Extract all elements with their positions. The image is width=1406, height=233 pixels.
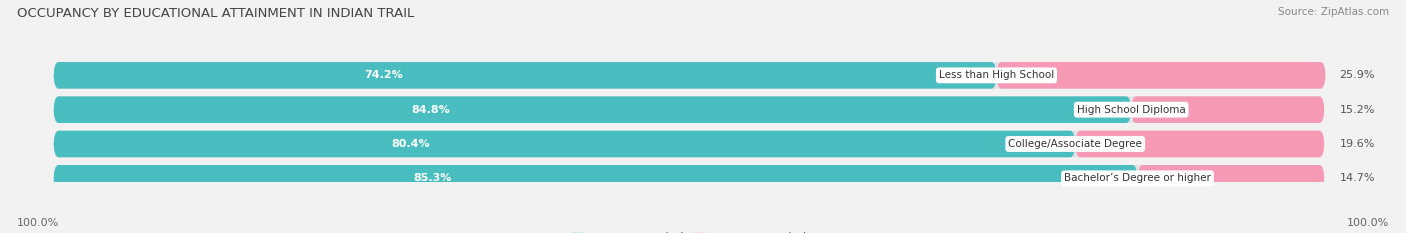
Text: Bachelor’s Degree or higher: Bachelor’s Degree or higher bbox=[1064, 173, 1211, 183]
FancyBboxPatch shape bbox=[1132, 96, 1324, 123]
Text: 14.7%: 14.7% bbox=[1340, 173, 1375, 183]
Text: Source: ZipAtlas.com: Source: ZipAtlas.com bbox=[1278, 7, 1389, 17]
FancyBboxPatch shape bbox=[53, 165, 1137, 192]
Text: High School Diploma: High School Diploma bbox=[1077, 105, 1185, 115]
FancyBboxPatch shape bbox=[53, 131, 1076, 157]
Text: 19.6%: 19.6% bbox=[1340, 139, 1375, 149]
FancyBboxPatch shape bbox=[53, 62, 1324, 89]
Text: College/Associate Degree: College/Associate Degree bbox=[1008, 139, 1142, 149]
Text: 100.0%: 100.0% bbox=[1347, 218, 1389, 228]
FancyBboxPatch shape bbox=[53, 96, 1324, 123]
FancyBboxPatch shape bbox=[1076, 131, 1324, 157]
Text: 74.2%: 74.2% bbox=[364, 70, 404, 80]
Text: 80.4%: 80.4% bbox=[392, 139, 430, 149]
FancyBboxPatch shape bbox=[997, 62, 1326, 89]
Text: 85.3%: 85.3% bbox=[413, 173, 453, 183]
Text: 15.2%: 15.2% bbox=[1340, 105, 1375, 115]
Legend: Owner-occupied, Renter-occupied: Owner-occupied, Renter-occupied bbox=[565, 228, 813, 233]
Text: 100.0%: 100.0% bbox=[17, 218, 59, 228]
Text: 25.9%: 25.9% bbox=[1340, 70, 1375, 80]
Text: Less than High School: Less than High School bbox=[939, 70, 1054, 80]
FancyBboxPatch shape bbox=[53, 62, 997, 89]
FancyBboxPatch shape bbox=[53, 96, 1132, 123]
Text: 84.8%: 84.8% bbox=[412, 105, 450, 115]
Text: OCCUPANCY BY EDUCATIONAL ATTAINMENT IN INDIAN TRAIL: OCCUPANCY BY EDUCATIONAL ATTAINMENT IN I… bbox=[17, 7, 415, 20]
FancyBboxPatch shape bbox=[1137, 165, 1324, 192]
FancyBboxPatch shape bbox=[53, 131, 1324, 157]
FancyBboxPatch shape bbox=[53, 165, 1324, 192]
